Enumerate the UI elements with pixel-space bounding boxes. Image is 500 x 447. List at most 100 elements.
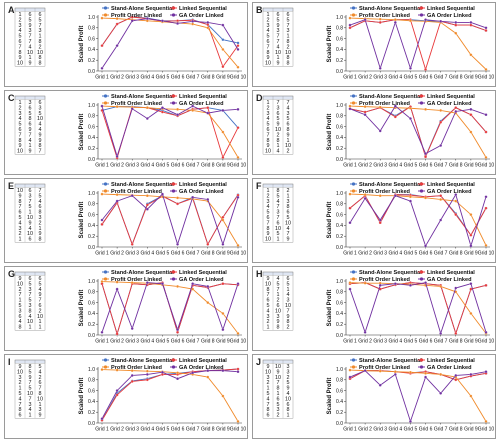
table-cell: 2 <box>267 105 270 111</box>
y-tick-label: 0.4 <box>88 47 95 53</box>
data-point <box>206 242 210 246</box>
table-cell: 8 <box>19 50 22 56</box>
data-point <box>348 192 352 196</box>
x-tick-label: Grid 6 <box>419 339 433 345</box>
table-cell: 8 <box>39 61 42 67</box>
y-tick-label: 1.0 <box>88 103 95 109</box>
legend-entry: Linked Sequential <box>179 182 227 188</box>
table-border <box>14 7 46 67</box>
table-cell: 6 <box>39 12 42 18</box>
x-tick-label: Grid 2 <box>110 339 124 345</box>
table-cell: 1 <box>29 210 32 216</box>
legend-entry: Profit Order Linked <box>359 101 411 107</box>
data-point <box>424 375 427 379</box>
table-header-band <box>262 7 294 12</box>
order-table: 10 6 79 3 58 7 47 5 66 1 85 10 34 9 23 4 12 10 91 6 8 <box>14 183 46 243</box>
data-point <box>424 281 427 285</box>
data-point <box>130 194 134 198</box>
y-tick-label: 1.0 <box>336 15 343 21</box>
table-header-band <box>262 271 294 276</box>
series-line <box>101 193 239 246</box>
table-cell: 4 <box>29 138 32 144</box>
x-tick-label: Grid 9 <box>464 75 478 81</box>
data-point <box>348 368 352 372</box>
y-tick-label: 0.6 <box>336 124 343 130</box>
legend-entry: Linked Sequential <box>179 94 227 100</box>
data-point <box>191 19 195 23</box>
data-point <box>409 19 412 23</box>
table-cell: 3 <box>29 303 32 309</box>
table-cell: 10 <box>275 127 281 133</box>
table-cell: 10 <box>27 215 33 221</box>
x-tick-label: Grid 1 <box>343 251 357 257</box>
x-tick-label: Grid 10 <box>478 163 495 169</box>
table-header-band <box>14 359 46 364</box>
table-cell: 7 <box>29 380 32 386</box>
data-point <box>221 155 225 159</box>
data-point <box>115 17 119 21</box>
y-tick-label: 0.8 <box>336 290 343 296</box>
table-cell: 7 <box>277 287 280 293</box>
x-tick-label: Grid 7 <box>186 339 200 345</box>
data-point <box>236 195 240 199</box>
table-header-band <box>14 271 46 276</box>
x-tick-label: Grid 7 <box>186 75 200 81</box>
x-tick-label: Grid 6 <box>419 75 433 81</box>
y-axis-label: Scaled Profit <box>79 114 85 151</box>
table-cell: 3 <box>39 215 42 221</box>
table-cell: 5 <box>287 380 290 386</box>
y-tick-label: 1.0 <box>88 191 95 197</box>
x-tick-label: Grid 3 <box>125 163 139 169</box>
table-cell: 3 <box>287 111 290 117</box>
y-tick-label: 0.6 <box>88 388 95 394</box>
table-border <box>14 359 46 419</box>
legend-swatch-marker <box>103 94 108 98</box>
table-cell: 7 <box>287 100 290 106</box>
table-cell: 9 <box>267 143 270 149</box>
table-cell: 10 <box>275 375 281 381</box>
x-tick-label: Grid 6 <box>171 163 185 169</box>
table-cell: 10 <box>285 220 291 226</box>
x-tick-label: Grid 4 <box>389 251 403 257</box>
data-point <box>115 280 119 284</box>
table-header-band <box>14 7 46 12</box>
x-tick-label: Grid 5 <box>404 339 418 345</box>
table-cell: 6 <box>267 298 270 304</box>
data-point <box>115 393 119 397</box>
table-cell: 5 <box>19 303 22 309</box>
x-tick-label: Grid 7 <box>434 75 448 81</box>
table-cell: 5 <box>29 386 32 392</box>
x-tick-label: Grid 9 <box>464 339 478 345</box>
table-cell: 5 <box>287 281 290 287</box>
table-cell: 6 <box>19 413 22 419</box>
table-cell: 5 <box>267 122 270 128</box>
legend-entry: Profit Order Linked <box>111 365 163 371</box>
table-cell: 1 <box>39 319 42 325</box>
table-cell: 8 <box>267 50 270 56</box>
data-point <box>409 66 412 70</box>
order-table: 1 3 62 6 33 5 54 8 105 6 46 9 47 7 98 4 99 1 810 9 7 <box>14 95 46 155</box>
table-cell: 1 <box>277 143 280 149</box>
table-header-band <box>14 183 46 188</box>
table-cell: 3 <box>29 402 32 408</box>
table-cell: 5 <box>277 193 280 199</box>
data-point <box>484 243 488 247</box>
legend-entry: Stand-Alone Sequential <box>359 270 422 276</box>
x-tick-label: Grid 8 <box>449 163 463 169</box>
series-line <box>101 282 239 333</box>
x-tick-label: Grid 10 <box>230 339 247 345</box>
y-tick-label: 0.0 <box>88 157 95 163</box>
x-tick-label: Grid 2 <box>358 427 372 433</box>
table-cell: 4 <box>277 276 280 282</box>
data-point <box>454 110 458 113</box>
chart-svg: H 9 4 610 5 58 7 17 1 46 2 35 6 104 10 73 3 92 9 81 8 20.00.2… <box>256 269 494 345</box>
data-point <box>439 144 443 147</box>
x-tick-label: Grid 10 <box>478 251 495 257</box>
table-cell: 2 <box>39 375 42 381</box>
chart-panel-i: I 9 8 5 10 5 4 3 9 2 2 7 6 1 5 7 5 10 8 4 7 10 7 3 1 8 4 3 6 1 9 0.0 0.2… <box>4 354 248 439</box>
x-tick-label: Grid 10 <box>230 75 247 81</box>
table-cell: 7 <box>19 402 22 408</box>
data-point <box>221 242 225 246</box>
series-line <box>349 370 487 423</box>
x-tick-label: Grid 2 <box>358 251 372 257</box>
